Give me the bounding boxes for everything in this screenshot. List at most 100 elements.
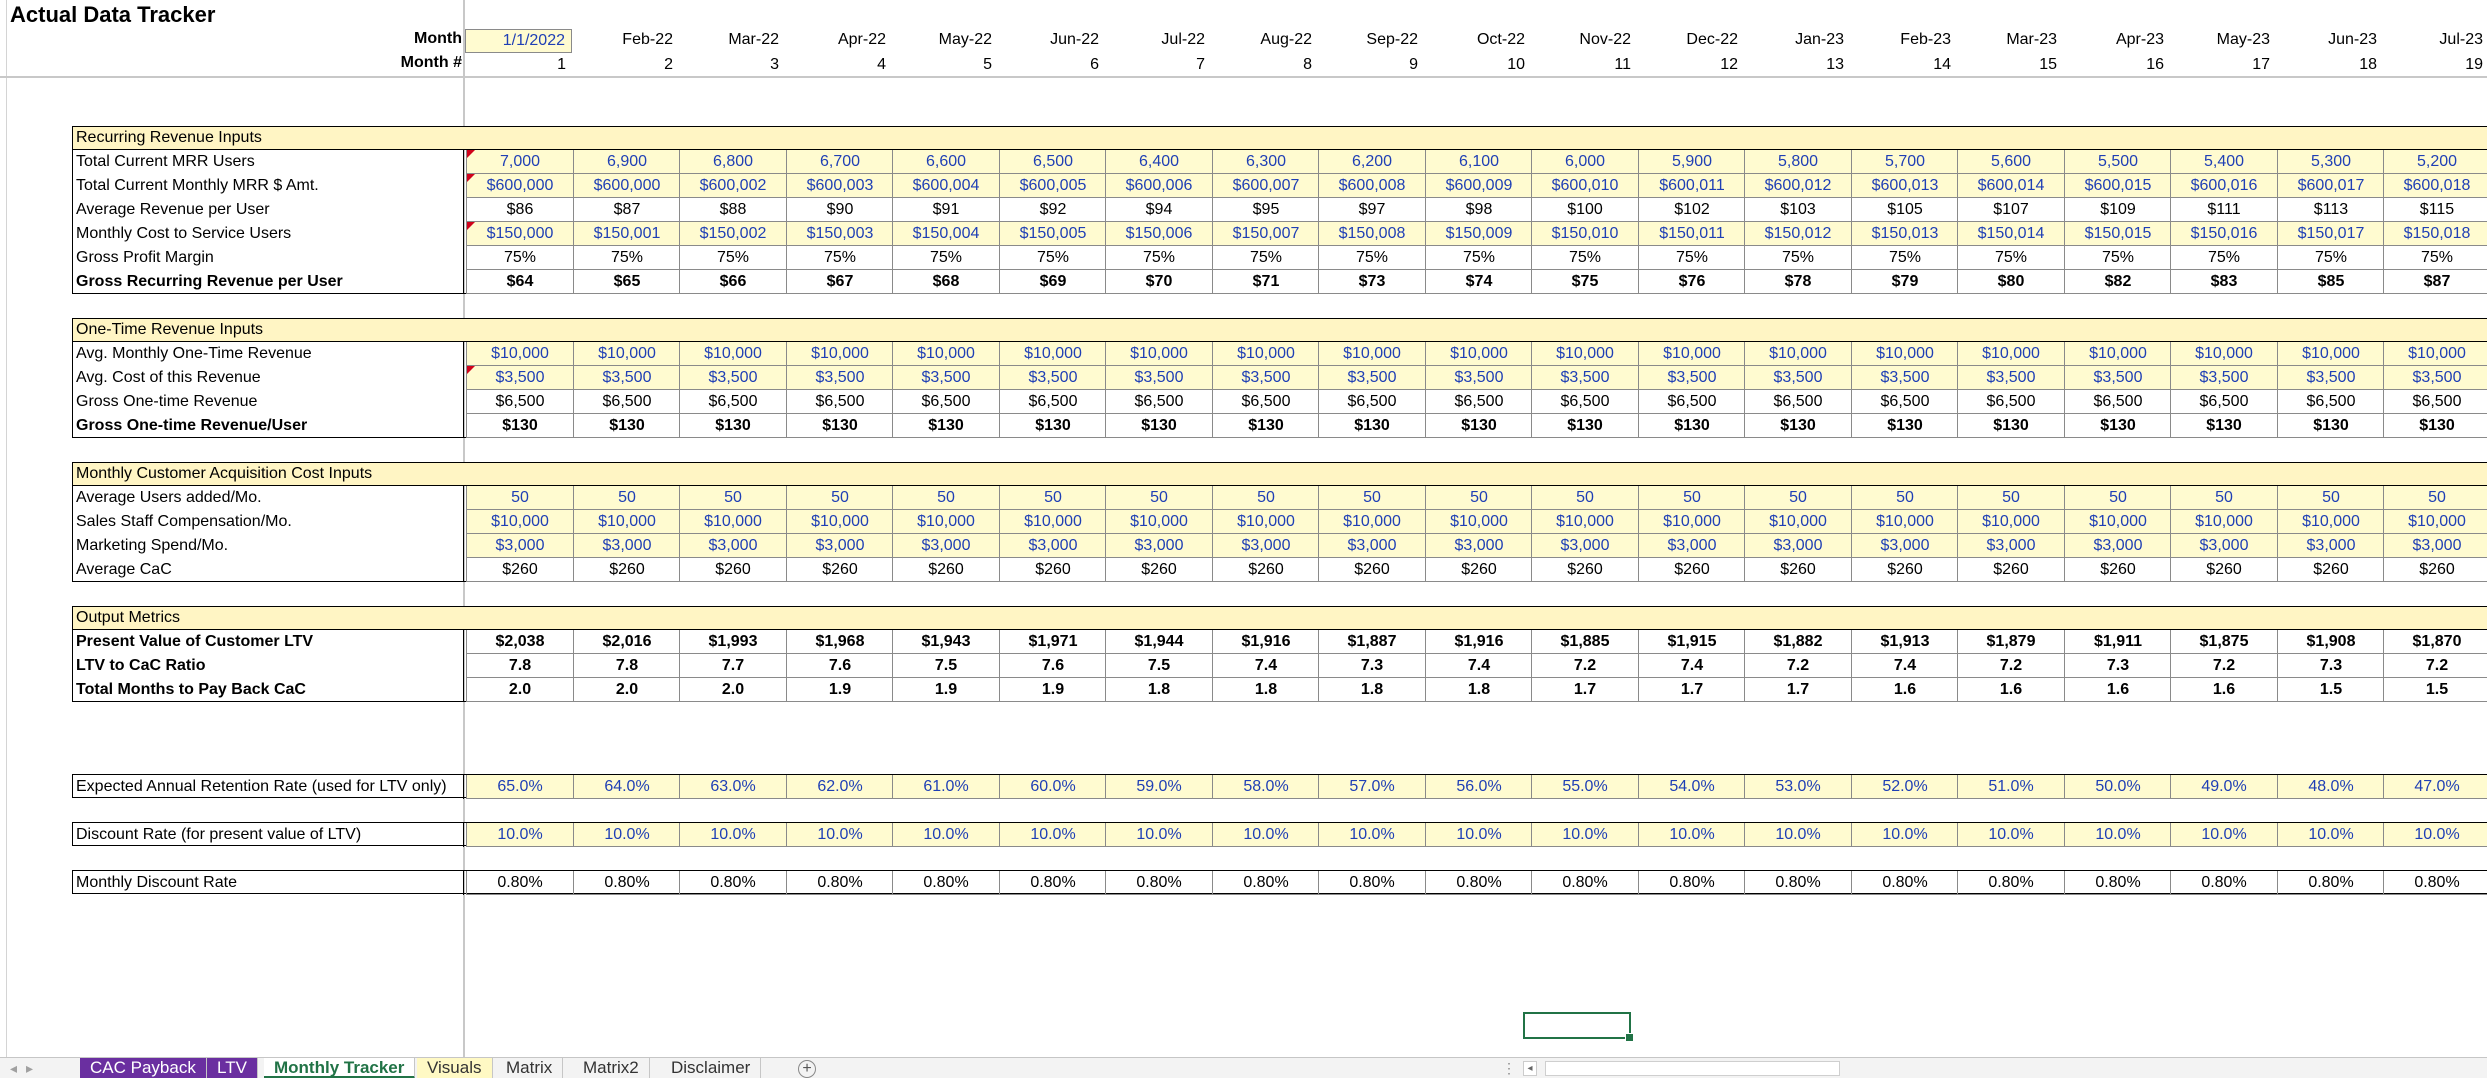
value-cell[interactable]: 6,500 [999, 150, 1106, 174]
value-cell[interactable]: $600,011 [1638, 174, 1745, 198]
value-cell[interactable]: $130 [2383, 414, 2487, 438]
value-cell[interactable]: 52.0% [1851, 775, 1958, 799]
value-cell[interactable]: 10.0% [466, 823, 573, 847]
value-cell[interactable]: $87 [2383, 270, 2487, 294]
value-cell[interactable]: 7.5 [1105, 654, 1212, 678]
value-cell[interactable]: $150,010 [1531, 222, 1638, 246]
value-cell[interactable]: 10.0% [1212, 823, 1319, 847]
value-cell[interactable]: 1.9 [999, 678, 1106, 702]
value-cell[interactable]: 6,200 [1318, 150, 1425, 174]
value-cell[interactable]: 0.80% [2170, 871, 2277, 895]
value-cell[interactable]: 50 [573, 486, 680, 510]
value-cell[interactable]: 1.6 [1851, 678, 1958, 702]
value-cell[interactable]: $150,014 [1957, 222, 2064, 246]
value-cell[interactable]: $3,000 [1531, 534, 1638, 558]
value-cell[interactable]: 1.6 [2170, 678, 2277, 702]
value-cell[interactable]: $78 [1744, 270, 1851, 294]
value-cell[interactable]: $3,000 [466, 534, 573, 558]
value-cell[interactable]: 10.0% [1531, 823, 1638, 847]
value-cell[interactable]: 7,000 [466, 150, 573, 174]
value-cell[interactable]: 0.80% [2383, 871, 2487, 895]
value-cell[interactable]: $3,000 [1425, 534, 1532, 558]
value-cell[interactable]: $10,000 [2383, 342, 2487, 366]
value-cell[interactable]: 1.8 [1318, 678, 1425, 702]
value-cell[interactable]: $130 [2170, 414, 2277, 438]
value-cell[interactable]: $3,500 [999, 366, 1106, 390]
month-number-cell[interactable]: 12 [1720, 56, 1738, 73]
value-cell[interactable]: 7.8 [466, 654, 573, 678]
value-cell[interactable]: $10,000 [892, 342, 999, 366]
value-cell[interactable]: $3,500 [1531, 366, 1638, 390]
value-cell[interactable]: $1,916 [1212, 630, 1319, 654]
value-cell[interactable]: 6,700 [786, 150, 893, 174]
value-cell[interactable]: $260 [1212, 558, 1319, 582]
row-label-cell[interactable] [73, 366, 464, 390]
month-number-cell[interactable]: 13 [1826, 56, 1844, 73]
value-cell[interactable]: $3,500 [786, 366, 893, 390]
value-cell[interactable]: 6,100 [1425, 150, 1532, 174]
sheet-tab[interactable]: Disclaimer [661, 1058, 762, 1078]
month-number-cell[interactable]: 5 [983, 56, 992, 73]
value-cell[interactable]: $150,017 [2277, 222, 2384, 246]
value-cell[interactable]: $6,500 [573, 390, 680, 414]
row-label-cell[interactable] [73, 150, 464, 174]
value-cell[interactable]: 50 [466, 486, 573, 510]
value-cell[interactable]: $600,012 [1744, 174, 1851, 198]
value-cell[interactable]: 1.7 [1531, 678, 1638, 702]
month-number-cell[interactable]: 11 [1614, 56, 1631, 73]
value-cell[interactable]: $600,007 [1212, 174, 1319, 198]
month-cell[interactable]: Aug-22 [1260, 31, 1312, 48]
value-cell[interactable]: $10,000 [1105, 510, 1212, 534]
value-cell[interactable]: $6,500 [466, 390, 573, 414]
sheet-tab[interactable]: CAC Payback [80, 1058, 207, 1078]
value-cell[interactable]: $10,000 [466, 342, 573, 366]
value-cell[interactable]: 65.0% [466, 775, 573, 799]
value-cell[interactable]: 50 [1851, 486, 1958, 510]
month-cell[interactable]: Apr-22 [837, 31, 886, 48]
value-cell[interactable]: $130 [1425, 414, 1532, 438]
value-cell[interactable]: 6,000 [1531, 150, 1638, 174]
value-cell[interactable]: $260 [999, 558, 1106, 582]
value-cell[interactable]: $130 [1105, 414, 1212, 438]
value-cell[interactable]: $260 [1744, 558, 1851, 582]
value-cell[interactable]: $3,500 [892, 366, 999, 390]
value-cell[interactable]: 0.80% [2064, 871, 2171, 895]
sheet-tab[interactable]: Matrix2 [573, 1058, 650, 1078]
value-cell[interactable]: $3,000 [573, 534, 680, 558]
value-cell[interactable]: 50 [679, 486, 786, 510]
value-cell[interactable]: $10,000 [1531, 342, 1638, 366]
value-cell[interactable]: 75% [2383, 246, 2487, 270]
value-cell[interactable]: $71 [1212, 270, 1319, 294]
value-cell[interactable]: $70 [1105, 270, 1212, 294]
month-cell[interactable]: Jul-23 [2439, 31, 2483, 48]
value-cell[interactable]: 5,600 [1957, 150, 2064, 174]
value-cell[interactable]: $10,000 [1212, 342, 1319, 366]
value-cell[interactable]: 50 [1638, 486, 1745, 510]
value-cell[interactable]: $10,000 [1851, 510, 1958, 534]
value-cell[interactable]: 50 [2170, 486, 2277, 510]
value-cell[interactable]: 7.3 [2277, 654, 2384, 678]
value-cell[interactable]: $150,015 [2064, 222, 2171, 246]
value-cell[interactable]: $80 [1957, 270, 2064, 294]
value-cell[interactable]: $150,000 [466, 222, 573, 246]
value-cell[interactable]: 2.0 [573, 678, 680, 702]
value-cell[interactable]: $150,008 [1318, 222, 1425, 246]
row-label-cell[interactable] [73, 630, 464, 654]
value-cell[interactable]: $150,004 [892, 222, 999, 246]
value-cell[interactable]: $150,018 [2383, 222, 2487, 246]
value-cell[interactable]: $130 [1531, 414, 1638, 438]
value-cell[interactable]: $260 [2170, 558, 2277, 582]
value-cell[interactable]: $3,500 [1744, 366, 1851, 390]
value-cell[interactable]: 51.0% [1957, 775, 2064, 799]
value-cell[interactable]: $10,000 [2170, 342, 2277, 366]
value-cell[interactable]: 49.0% [2170, 775, 2277, 799]
value-cell[interactable]: $10,000 [1638, 510, 1745, 534]
month-cell[interactable]: Apr-23 [2115, 31, 2164, 48]
value-cell[interactable]: 75% [1425, 246, 1532, 270]
value-cell[interactable]: 50 [1425, 486, 1532, 510]
value-cell[interactable]: $10,000 [999, 510, 1106, 534]
value-cell[interactable]: $3,000 [1957, 534, 2064, 558]
value-cell[interactable]: $3,000 [1318, 534, 1425, 558]
row-label-cell[interactable] [73, 534, 464, 558]
value-cell[interactable]: $6,500 [999, 390, 1106, 414]
